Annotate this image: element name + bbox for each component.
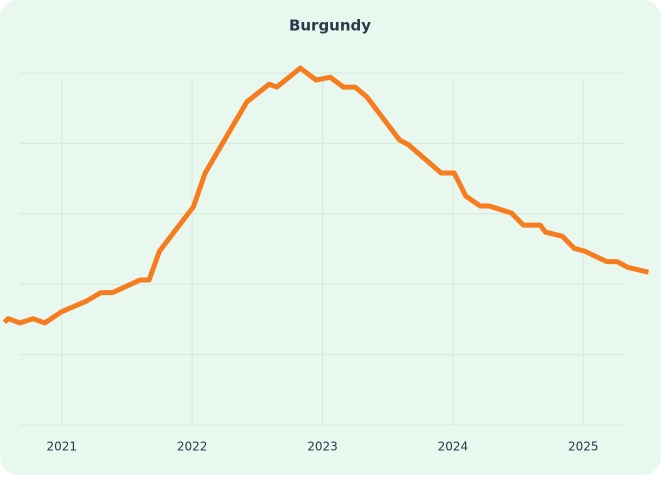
line-series bbox=[2, 65, 650, 326]
x-tick-label: 2024 bbox=[438, 440, 469, 454]
x-tick-label: 2022 bbox=[177, 440, 208, 454]
x-tick-label: 2025 bbox=[568, 440, 599, 454]
x-tick-label: 2023 bbox=[307, 440, 338, 454]
chart-title: Burgundy bbox=[289, 17, 371, 35]
x-tick-label: 2021 bbox=[46, 440, 77, 454]
